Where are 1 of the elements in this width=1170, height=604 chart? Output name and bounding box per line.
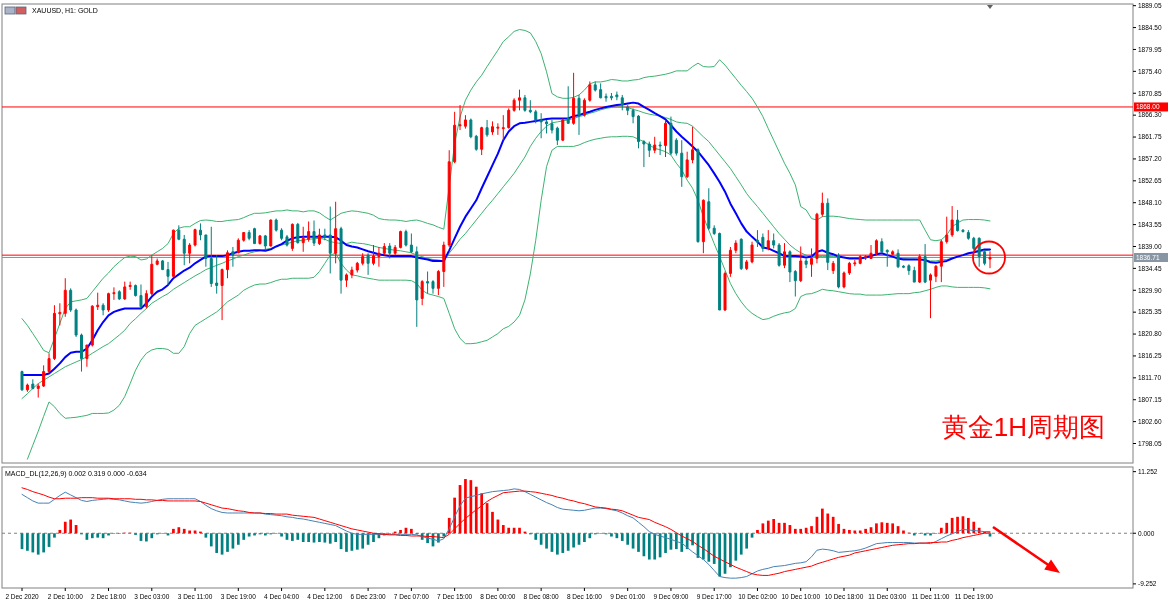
annotation: 黄金1H周期图 bbox=[941, 412, 1105, 442]
